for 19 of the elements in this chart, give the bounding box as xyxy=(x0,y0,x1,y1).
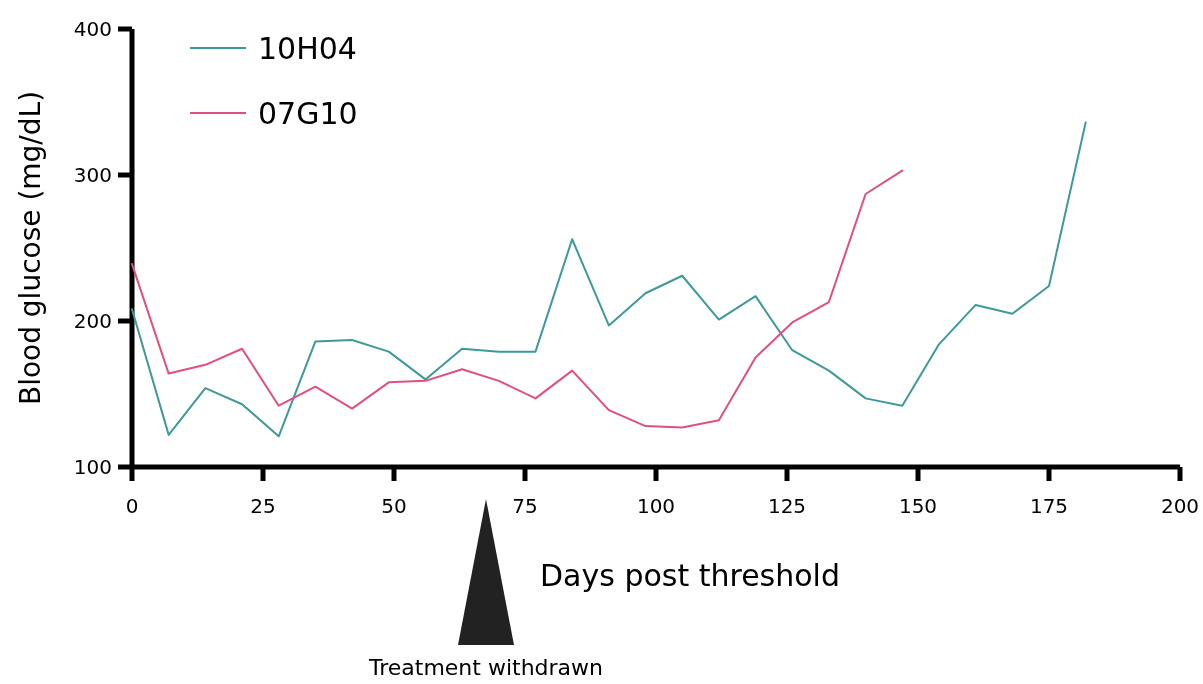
x-tick-label: 175 xyxy=(1029,494,1069,518)
x-tick-label: 200 xyxy=(1160,494,1200,518)
x-tick-label: 50 xyxy=(381,494,407,518)
legend-label: 10H04 xyxy=(258,30,357,66)
line-series xyxy=(131,169,904,429)
y-tick-label: 300 xyxy=(73,163,112,187)
x-tick-label: 100 xyxy=(636,494,676,518)
x-tick-label: 0 xyxy=(125,494,139,518)
legend-label: 07G10 xyxy=(258,95,358,131)
x-tick-label: 75 xyxy=(512,494,538,518)
y-tick-label: 200 xyxy=(73,309,112,333)
x-tick-label: 150 xyxy=(898,494,938,518)
text: Treatment withdrawn xyxy=(367,655,604,680)
x-axis-title: Days post threshold xyxy=(539,558,841,593)
x-tick-label: 125 xyxy=(767,494,807,518)
y-tick-label: 100 xyxy=(73,455,112,479)
y-axis-title: Blood glucose (mg/dL) xyxy=(14,90,47,406)
x-tick-label: 25 xyxy=(250,494,276,518)
y-tick-label: 400 xyxy=(73,17,112,41)
